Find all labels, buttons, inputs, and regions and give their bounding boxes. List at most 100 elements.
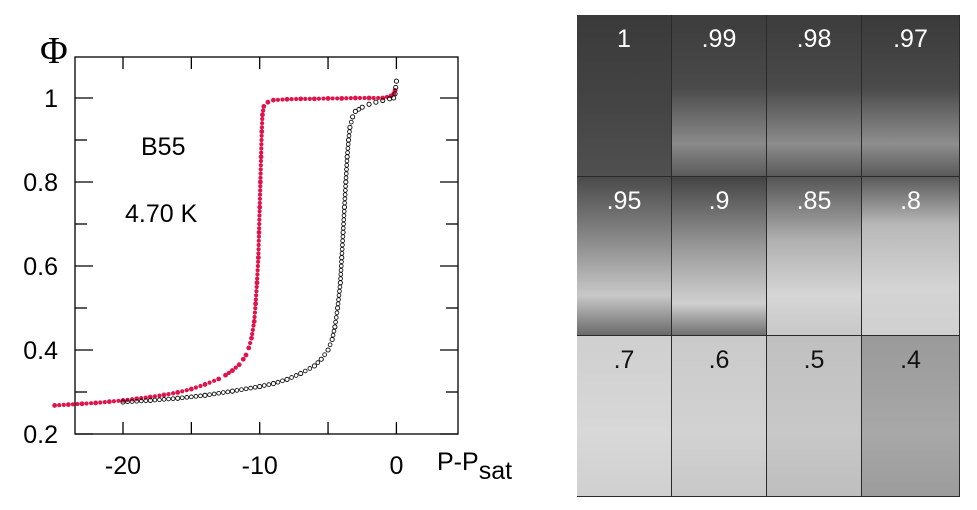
data-point-red [184, 388, 189, 393]
data-point-red [98, 400, 103, 405]
data-point-red [321, 96, 326, 101]
data-point-red [226, 370, 232, 375]
data-point-red [257, 200, 262, 206]
data-point-red [259, 137, 264, 143]
data-point-black [342, 200, 347, 206]
data-point-red [256, 242, 261, 248]
phi-vs-pressure-chart: -20 -10 0 0.2 0.4 0.6 0.8 1 Φ B55 4.70 K P-Psat [23, 30, 512, 485]
data-point-black [339, 255, 345, 261]
data-point-red [259, 150, 264, 155]
data-point-red [250, 327, 255, 332]
data-point-black [342, 196, 348, 202]
data-point-red [202, 382, 208, 387]
data-point-black [157, 397, 162, 403]
data-point-red [116, 398, 121, 403]
data-point-red [233, 365, 238, 370]
data-point-red [255, 276, 260, 281]
photo-tile: .97 [862, 15, 959, 176]
data-point-black [338, 272, 344, 277]
photo-tile: .98 [767, 15, 861, 176]
photo-tile-label: .7 [613, 346, 635, 374]
data-point-red [188, 386, 194, 392]
data-point-black [340, 238, 345, 244]
data-point-black [289, 375, 294, 380]
data-point-red [261, 104, 267, 109]
data-point-black [298, 370, 304, 377]
data-point-black [332, 324, 338, 330]
data-point-black [343, 171, 349, 176]
data-point-black [318, 356, 324, 362]
data-point-red [259, 146, 264, 151]
photo-tile-label: .6 [708, 346, 730, 374]
data-point-black [338, 263, 344, 269]
data-point-red [259, 121, 265, 126]
data-point-black [184, 395, 190, 400]
data-point-red [255, 255, 261, 260]
data-point-red [171, 391, 176, 396]
data-point-black [338, 267, 344, 273]
data-point-red [257, 204, 263, 210]
photo-tile-label: .98 [796, 25, 832, 53]
data-point-red [84, 401, 89, 406]
data-point-red [193, 385, 199, 390]
photo-tile-label: .5 [803, 346, 825, 374]
data-point-red [311, 96, 317, 102]
photo-tile-label: .8 [900, 187, 921, 215]
photo-tile-label: .4 [900, 346, 921, 374]
photo-tile: .7 [577, 336, 671, 496]
data-point-red [258, 154, 264, 160]
y-tick-label: 0.4 [23, 337, 58, 365]
data-point-black [311, 363, 317, 369]
data-point-red [166, 392, 171, 397]
data-point-red [251, 319, 257, 324]
photo-tile: .6 [672, 336, 766, 496]
data-point-red [254, 293, 259, 298]
data-point-red [257, 213, 262, 218]
data-point-red [298, 96, 304, 102]
data-point-black [352, 108, 358, 114]
data-point-black [331, 328, 337, 334]
data-point-red [258, 171, 263, 176]
data-point-red [258, 163, 263, 168]
data-point-black [347, 124, 353, 130]
data-point-red [258, 167, 263, 172]
data-point-red [256, 259, 261, 264]
data-point-black [341, 217, 347, 223]
data-point-black [252, 385, 258, 390]
data-point-red [348, 96, 353, 101]
data-point-black [280, 378, 285, 384]
data-point-black [220, 390, 226, 395]
photo-tile-label: .97 [893, 25, 928, 53]
data-point-black [161, 397, 167, 402]
data-point-red [93, 400, 99, 406]
data-point-black [344, 162, 350, 168]
y-tick-label: 0.2 [23, 421, 58, 449]
data-point-black [338, 276, 343, 281]
data-point-black [346, 137, 352, 143]
data-point-black [333, 319, 338, 325]
data-point-black [120, 399, 126, 405]
photo-tile: .8 [862, 177, 959, 335]
data-point-red [344, 96, 349, 101]
data-point-black [339, 251, 345, 256]
data-point-red [248, 340, 253, 346]
data-point-black [134, 398, 139, 404]
photo-tile: .4 [862, 336, 959, 496]
data-point-black [248, 385, 253, 391]
data-point-red [256, 247, 261, 252]
data-point-red [339, 96, 345, 101]
data-point-black [344, 158, 350, 164]
data-point-red [249, 335, 254, 341]
data-point-black [315, 360, 321, 365]
data-point-black [216, 390, 221, 396]
data-point-red [180, 389, 185, 394]
photo-tile: .95 [577, 177, 671, 335]
data-point-black [239, 387, 244, 392]
photo-tile-label: .9 [708, 187, 730, 215]
data-point-red [316, 96, 322, 101]
data-point-black [335, 301, 341, 307]
data-point-red [257, 192, 263, 197]
data-point-red [246, 345, 252, 351]
x-tick-label: -10 [242, 452, 278, 480]
data-point-red [257, 221, 262, 227]
